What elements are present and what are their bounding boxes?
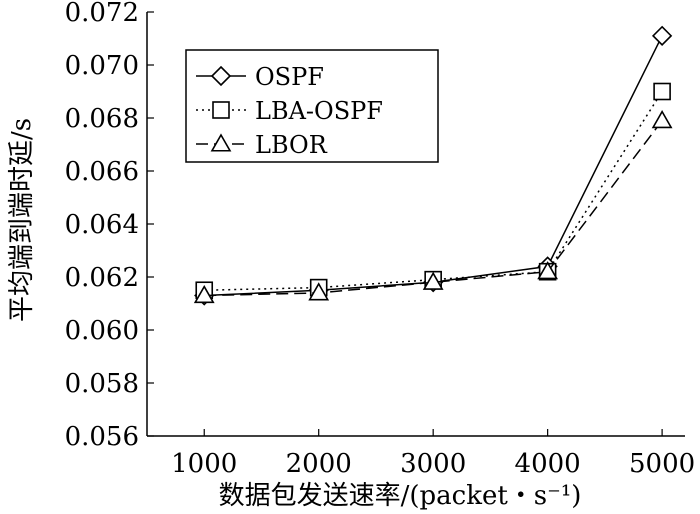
y-tick-label: 0.058 [65,369,139,399]
y-axis-label: 平均端到端时延/s [7,118,37,322]
series-line-lbor [204,120,663,297]
legend-marker-ospf [210,65,232,87]
x-tick-label: 3000 [400,449,466,479]
data-point-lbor [422,271,444,290]
x-tick-label: 4000 [515,449,581,479]
legend-label-lbor: LBOR [255,131,328,159]
data-point-lbor [308,282,330,301]
legend-label-ospf: OSPF [255,63,324,91]
x-tick-label: 1000 [171,449,237,479]
y-tick-label: 0.070 [65,51,139,81]
y-tick-label: 0.060 [65,316,139,346]
x-tick-label: 5000 [629,449,695,479]
data-point-lbor [651,110,673,129]
y-tick-label: 0.064 [65,210,139,240]
y-tick-label: 0.062 [65,263,139,293]
legend-label-lba-ospf: LBA-OSPF [255,97,383,125]
data-point-lba-ospf [653,82,671,101]
data-point-lbor [537,261,559,280]
y-axis-ticks: 0.056 0.058 0.060 0.062 0.064 0.066 0.068 0.070… [65,0,154,452]
y-tick-label: 0.066 [65,157,139,187]
series-lbor [193,110,673,304]
data-point-lbor [193,284,215,304]
x-tick-label: 2000 [286,449,352,479]
data-point-ospf [651,25,673,46]
legend-marker-lbor [210,133,232,152]
y-tick-label: 0.072 [65,0,139,28]
y-tick-label: 0.056 [65,422,139,452]
x-axis-ticks: 1000 2000 3000 4000 5000 [171,429,695,479]
legend: OSPF LBA-OSPF LBOR [185,49,439,163]
y-tick-label: 0.068 [65,104,139,134]
legend-marker-lba-ospf [212,101,230,119]
x-axis-label: 数据包发送速率/(packet・s⁻¹) [219,481,582,511]
series-layer [193,25,673,306]
